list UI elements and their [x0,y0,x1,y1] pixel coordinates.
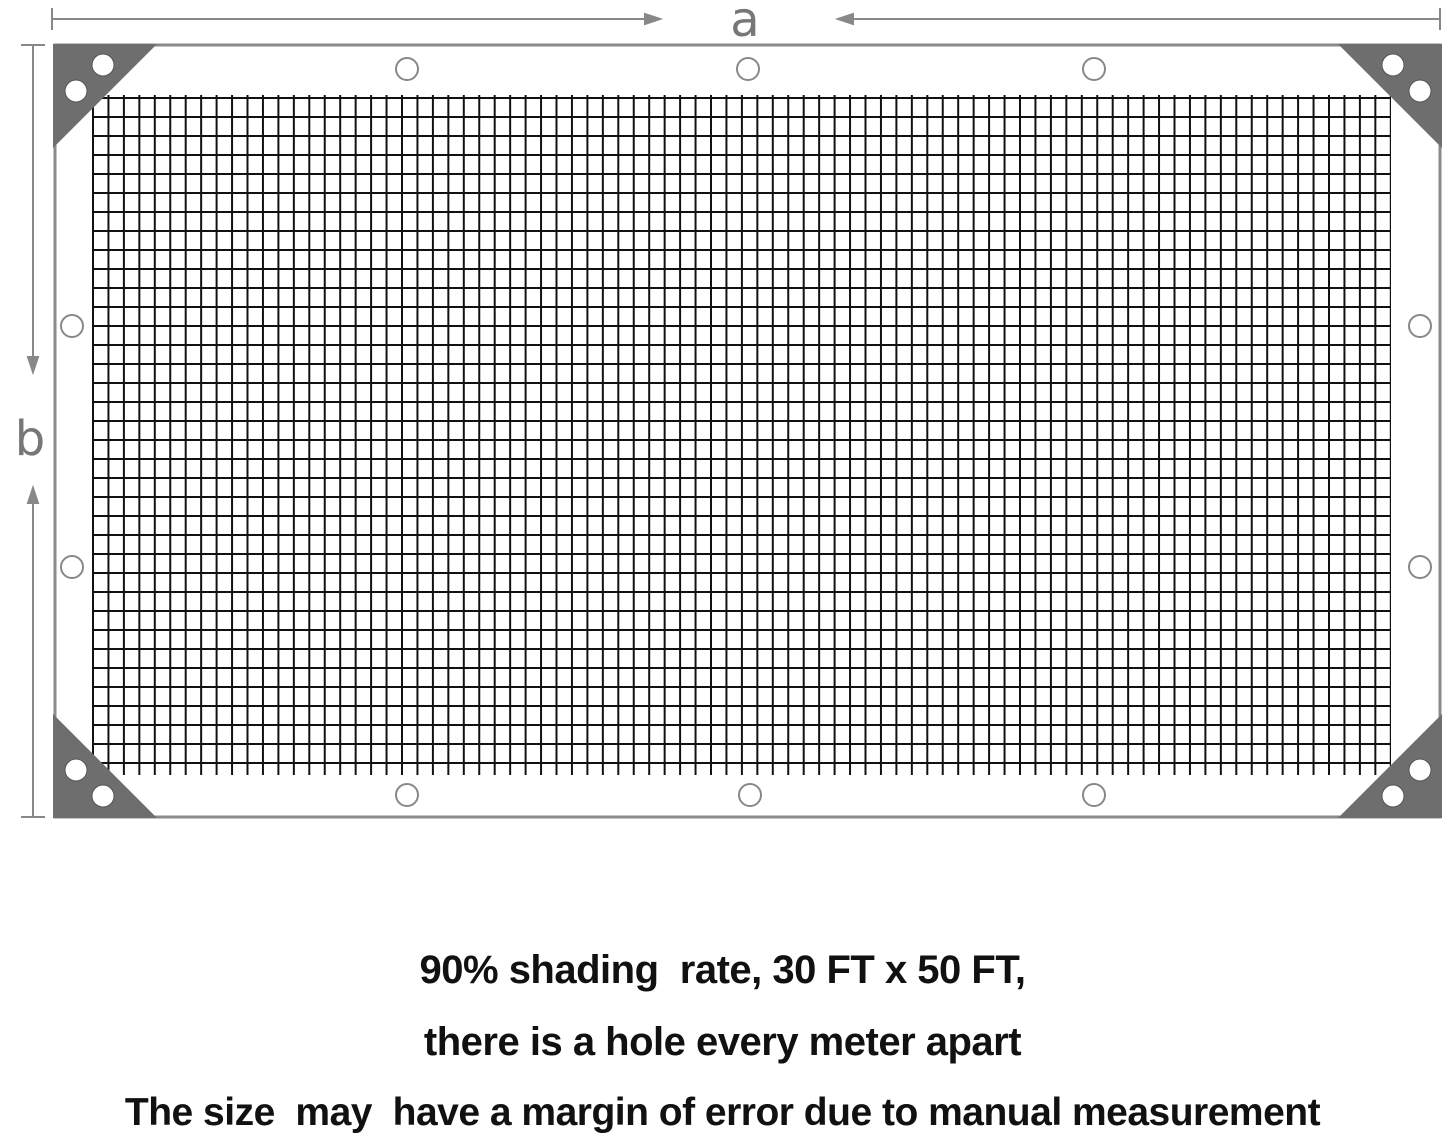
grommet-icon [60,314,84,338]
grommet-icon [736,57,760,81]
grommet-icon [1381,784,1405,808]
grommet-icon [64,79,88,103]
mesh-area [92,95,1391,775]
grommet-icon [1408,758,1432,782]
caption-line-3: The size may have a margin of error due … [124,1091,1321,1134]
grommet-icon [91,53,115,77]
corner-reinforcement-icon [1338,44,1442,148]
height-dimension [21,44,45,818]
width-dimension [51,8,1441,30]
grommet-icon [1408,555,1432,579]
caption-line-2: there is a hole every meter apart [423,1020,1022,1064]
grommet-icon [91,784,115,808]
grommet-icon [395,783,419,807]
grommet-icon [395,57,419,81]
shade-net-diagram: a b [15,0,1442,819]
grommet-icon [738,783,762,807]
corner-reinforcement-icon [1338,714,1442,818]
corner-reinforcement-icon [53,714,157,818]
caption-line-1: 90% shading rate, 30 FT x 50 FT, [419,948,1026,992]
grommet-icon [1408,314,1432,338]
grommet-icon [1082,783,1106,807]
corner-reinforcement-icon [53,44,157,148]
grommet-icon [60,555,84,579]
height-label: b [15,411,45,467]
grommet-icon [1408,79,1432,103]
grommet-icon [1082,57,1106,81]
grommet-icon [64,758,88,782]
width-label: a [730,0,759,48]
grommet-icon [1381,53,1405,77]
